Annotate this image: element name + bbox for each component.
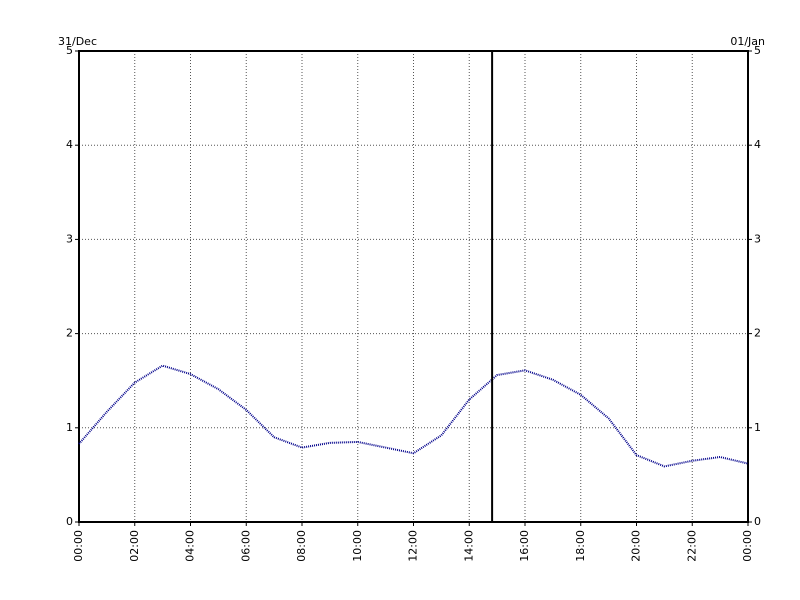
y2-tick-label: 2 (754, 327, 761, 340)
x-tick-label: 20:00 (630, 530, 643, 562)
x-tick-label: 18:00 (574, 530, 587, 562)
y-tick-label: 0 (66, 515, 73, 528)
date-label-left: 31/Dec (58, 35, 97, 48)
x-tick-label: 02:00 (128, 530, 141, 562)
y-tick-label: 1 (66, 421, 73, 434)
x-tick-label: 04:00 (184, 530, 197, 562)
x-tick-label: 16:00 (518, 530, 531, 562)
date-label-right: 01/Jan (730, 35, 765, 48)
y2-tick-label: 1 (754, 421, 761, 434)
y2-tick-label: 5 (754, 44, 761, 57)
x-tick-label: 10:00 (351, 530, 364, 562)
x-tick-label: 08:00 (295, 530, 308, 562)
tide-line (78, 364, 749, 468)
y-tick-label: 2 (66, 327, 73, 340)
x-tick-label: 06:00 (239, 530, 252, 562)
y2-tick-label: 3 (754, 232, 761, 245)
x-tick-label: 00:00 (72, 530, 85, 562)
y-tick-label: 4 (66, 138, 73, 151)
y-tick-label: 3 (66, 232, 73, 245)
y2-tick-label: 4 (754, 138, 761, 151)
y2-tick-label: 0 (754, 515, 761, 528)
y-tick-label: 5 (66, 44, 73, 57)
x-tick-label: 12:00 (407, 530, 420, 562)
x-tick-label: 22:00 (685, 530, 698, 562)
x-tick-label: 00:00 (741, 530, 754, 562)
plot-frame (78, 50, 749, 523)
x-tick-label: 14:00 (462, 530, 475, 562)
